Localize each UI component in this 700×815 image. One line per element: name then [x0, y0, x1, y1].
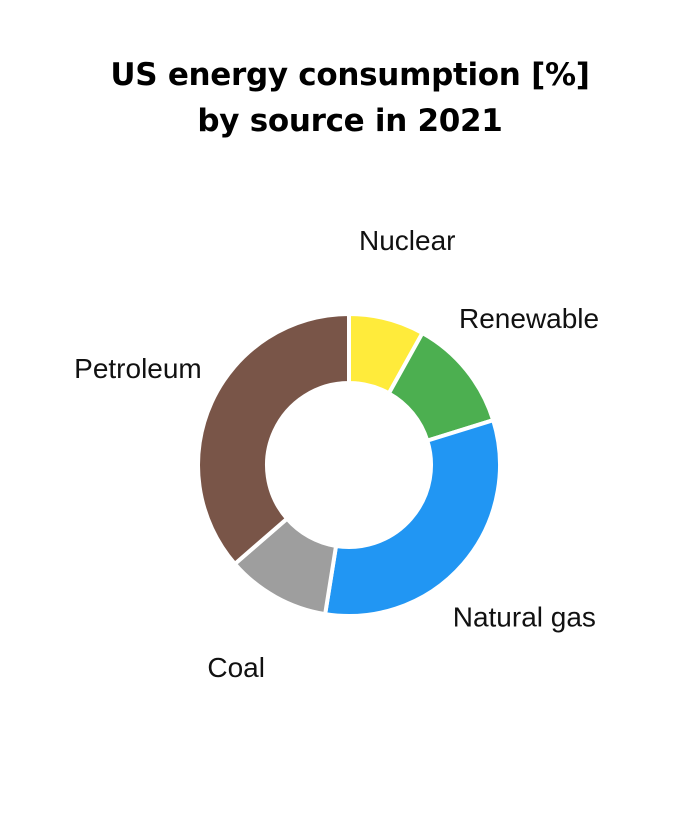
slice-natural-gas: [322, 417, 502, 618]
chart-title-line-2: by source in 2021: [197, 103, 503, 139]
slice-label-natural-gas: Natural gas: [453, 601, 596, 632]
donut-slices: [196, 311, 502, 618]
slice-label-petroleum: Petroleum: [74, 353, 202, 384]
slice-label-renewable: Renewable: [459, 303, 599, 334]
slice-petroleum: [196, 311, 351, 567]
slice-label-nuclear: Nuclear: [359, 225, 455, 256]
slice-label-coal: Coal: [207, 652, 265, 683]
donut-labels: Nuclear Renewable Natural gas Coal Petroleum: [74, 225, 599, 683]
chart-title: US energy consumption [%] by source in 2…: [0, 52, 700, 144]
chart-title-line-1: US energy consumption [%]: [110, 57, 590, 93]
